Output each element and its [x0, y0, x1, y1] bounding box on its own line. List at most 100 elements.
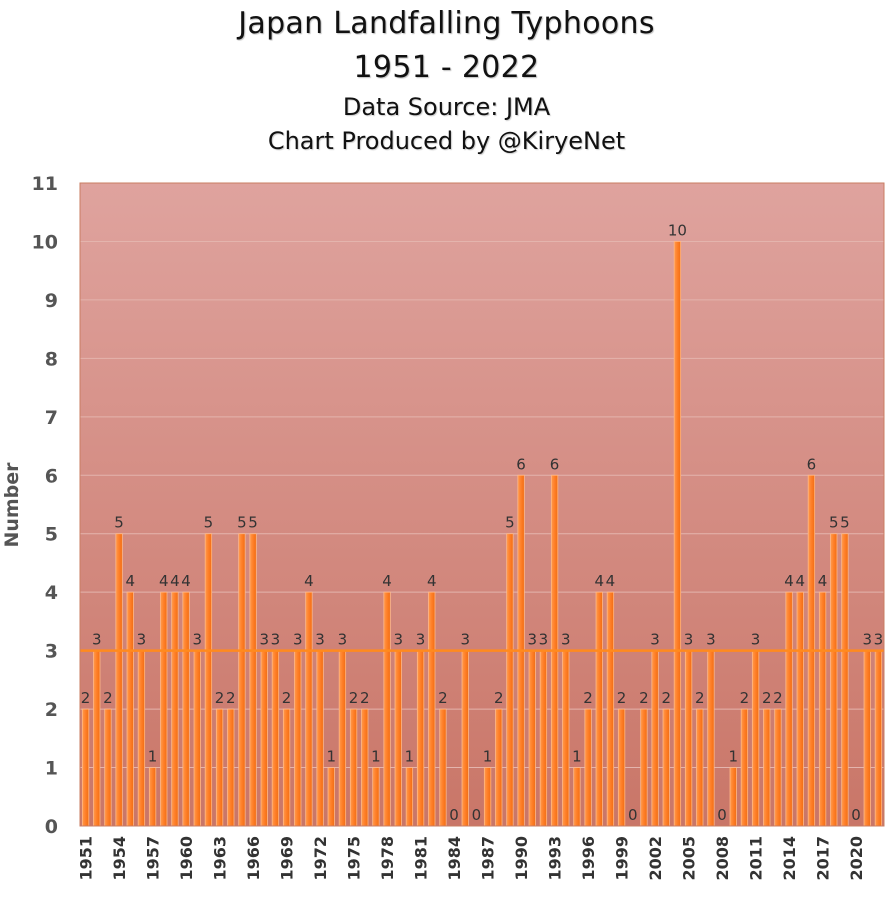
data-label-2016: 6: [807, 455, 817, 473]
chart-title-line-2: 1951 - 2022: [353, 50, 540, 85]
bar-1965: [238, 533, 246, 827]
data-label-1979: 3: [393, 631, 403, 649]
bar-1954: [115, 533, 123, 827]
data-label-1989: 5: [505, 514, 515, 532]
data-label-1953: 2: [103, 689, 113, 707]
chart-subtitle-line-1: Data Source: JMA: [342, 93, 551, 121]
bar-2018: [830, 533, 838, 827]
x-tick-label: 1978: [378, 836, 397, 881]
data-label-1971: 4: [304, 572, 314, 590]
bar-1955: [126, 591, 134, 827]
data-label-2017: 4: [818, 572, 828, 590]
bar-1998: [606, 591, 615, 827]
x-tick-label: 1987: [479, 836, 498, 881]
data-label-2008: 0: [717, 806, 727, 824]
data-label-1988: 2: [494, 689, 504, 707]
bar-2002: [651, 650, 659, 827]
chart-title-line-1: Japan Landfalling Typhoons: [238, 6, 655, 41]
y-tick-label: 6: [45, 465, 58, 487]
bar-1999: [617, 708, 626, 827]
bar-1994: [562, 650, 570, 827]
x-tick-label: 1957: [144, 836, 163, 881]
data-label-1973: 1: [326, 748, 336, 766]
bar-1991: [528, 650, 536, 827]
data-label-1996: 2: [583, 689, 593, 707]
bar-1966: [249, 533, 257, 827]
bar-1964: [227, 708, 235, 827]
y-tick-label: 1: [45, 758, 58, 780]
data-label-2001: 2: [639, 689, 649, 707]
data-label-1994: 3: [561, 631, 571, 649]
data-label-1969: 2: [282, 689, 292, 707]
data-label-1966: 5: [248, 514, 258, 532]
data-label-2002: 3: [650, 631, 660, 649]
y-tick-label: 10: [32, 231, 58, 253]
x-tick-label: 1972: [311, 836, 330, 881]
x-tick-label: 1954: [110, 836, 129, 881]
bar-1969: [282, 708, 291, 827]
bar-1958: [160, 591, 168, 827]
data-label-2007: 3: [706, 631, 716, 649]
data-label-1995: 1: [572, 748, 582, 766]
x-tick-label: 2020: [847, 836, 866, 881]
bar-1997: [595, 591, 603, 827]
bar-1981: [416, 650, 425, 827]
data-label-2003: 2: [661, 689, 671, 707]
bar-2011: [751, 650, 760, 827]
y-tick-label: 2: [45, 699, 58, 721]
data-label-2012: 2: [762, 689, 772, 707]
bar-2022: [874, 650, 883, 827]
x-tick-label: 1960: [177, 836, 196, 881]
bar-2001: [640, 708, 648, 827]
data-label-2011: 3: [751, 631, 761, 649]
bar-2012: [763, 708, 771, 827]
bar-1962: [204, 533, 213, 827]
bar-2006: [696, 708, 704, 827]
bar-2019: [841, 533, 849, 827]
plot-border: [79, 182, 885, 827]
data-label-2020: 0: [851, 806, 861, 824]
x-tick-label: 1984: [445, 836, 464, 881]
y-tick-label: 11: [32, 173, 58, 195]
data-label-1991: 3: [527, 631, 537, 649]
bar-1996: [584, 708, 592, 827]
data-label-2022: 3: [874, 631, 884, 649]
x-tick-label: 2005: [680, 836, 699, 881]
x-tick-label: 1966: [244, 836, 263, 881]
bar-1982: [428, 591, 436, 827]
bar-1983: [439, 708, 447, 827]
data-label-1976: 2: [360, 689, 370, 707]
data-label-1965: 5: [237, 514, 247, 532]
data-label-1951: 2: [81, 689, 91, 707]
x-tick-label: 1969: [278, 836, 297, 881]
y-tick-label: 0: [45, 816, 58, 838]
bar-1971: [305, 591, 313, 827]
data-label-1986: 0: [472, 806, 482, 824]
bar-1975: [349, 708, 358, 827]
data-label-2010: 2: [740, 689, 750, 707]
bar-1989: [506, 533, 514, 827]
trend-line-group: [79, 182, 885, 827]
y-tick-label: 5: [45, 524, 58, 546]
chart-subtitle-line-2: Chart Produced by @KiryeNet: [267, 127, 626, 155]
data-label-1980: 1: [405, 748, 415, 766]
bar-1956: [137, 650, 146, 827]
bar-1951: [81, 708, 90, 827]
bar-2003: [662, 708, 670, 827]
bar-1978: [383, 591, 391, 827]
bar-1960: [182, 591, 190, 827]
data-label-1955: 4: [125, 572, 135, 590]
data-label-2019: 5: [840, 514, 850, 532]
bar-1974: [338, 650, 347, 827]
bar-1992: [539, 650, 548, 827]
data-label-1982: 4: [427, 572, 437, 590]
bar-1979: [394, 650, 402, 827]
data-label-1981: 3: [416, 631, 426, 649]
data-label-1958: 4: [159, 572, 169, 590]
data-label-1997: 4: [594, 572, 604, 590]
data-label-1952: 3: [92, 631, 102, 649]
bar-1961: [193, 650, 201, 827]
y-tick-label: 3: [45, 641, 58, 663]
